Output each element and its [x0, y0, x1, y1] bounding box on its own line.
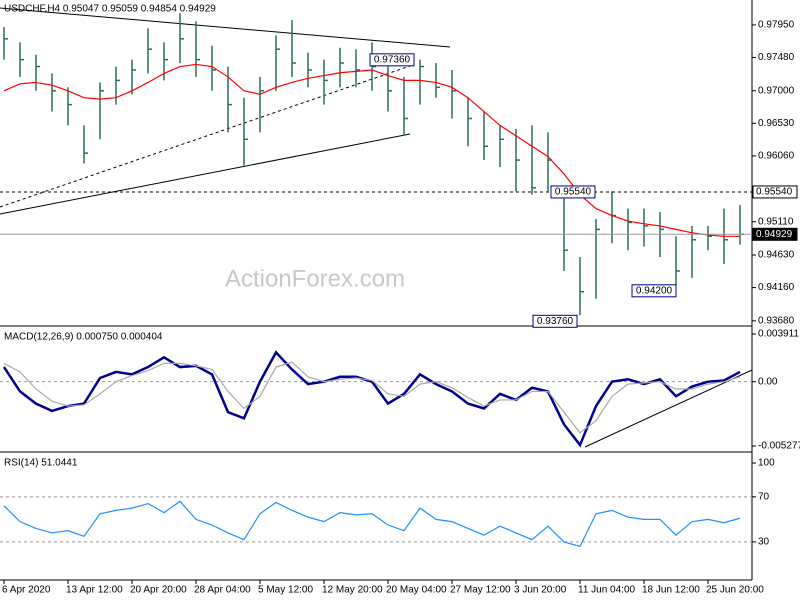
panel-title: RSI(14) 51.0441 [4, 458, 78, 469]
x-tick-label: 11 Jun 04:00 [578, 585, 636, 596]
annotation-box [550, 185, 596, 199]
annotation-label: 0.97360 [374, 54, 411, 65]
y-tick-label: 0.003911 [758, 329, 799, 340]
trendline [0, 133, 411, 215]
level-label: 0.95540 [756, 187, 793, 198]
trendline [584, 369, 753, 448]
y-tick-label: 0.96530 [758, 118, 795, 129]
series-line [3, 63, 740, 237]
x-tick-label: 5 May 12:00 [258, 585, 313, 596]
y-tick-label: 0.97950 [758, 20, 795, 31]
x-tick-label: 13 Apr 12:00 [66, 585, 123, 596]
level-label: 0.94929 [756, 229, 793, 240]
trendline [0, 65, 411, 208]
x-tick-label: 18 Jun 12:00 [642, 585, 700, 596]
x-tick-label: 28 Apr 04:00 [194, 585, 251, 596]
trendline [0, 7, 451, 48]
y-tick-label: 0.97000 [758, 85, 795, 96]
x-tick-label: 20 May 04:00 [386, 585, 447, 596]
x-tick-label: 27 May 12:00 [450, 585, 511, 596]
watermark: ActionForex.com [225, 265, 405, 292]
frames [0, 0, 753, 581]
x-tick-label: 3 Jun 20:00 [514, 585, 567, 596]
annotation-box [369, 53, 415, 67]
y-tick-label: -0.005277 [758, 441, 800, 452]
annotation-label: 0.94200 [636, 285, 673, 296]
series-line [2, 350, 741, 448]
y-tick-label: 0.93680 [758, 315, 795, 326]
annotation-box [532, 314, 578, 328]
y-tick-label: 100 [758, 458, 775, 469]
annotation-label: 0.93760 [537, 316, 574, 327]
series-line [3, 361, 741, 434]
panel-title: MACD(12,26,9) 0.000750 0.000404 [4, 332, 163, 343]
x-tick-label: 20 Apr 20:00 [130, 585, 187, 596]
x-tick-label: 12 May 20:00 [322, 585, 383, 596]
annotation-box [631, 284, 677, 298]
y-tick-label: 0.94160 [758, 282, 795, 293]
y-tick-label: 0.00 [758, 376, 778, 387]
y-tick-label: 30 [758, 537, 770, 548]
x-tick-label: 6 Apr 2020 [2, 585, 51, 596]
annotation-label: 0.95540 [555, 187, 592, 198]
trendlines [0, 7, 753, 448]
y-tick-label: 0.95110 [758, 216, 794, 227]
level-label-box [752, 227, 798, 241]
panel-title: USDCHF,H4 0.95047 0.95059 0.94854 0.9492… [4, 4, 216, 15]
level-label-box [752, 185, 798, 199]
series-line [3, 500, 741, 548]
y-tick-label: 0.94630 [758, 250, 795, 261]
y-tick-label: 0.96060 [758, 151, 795, 162]
y-tick-label: 0.97480 [758, 52, 795, 63]
x-tick-label: 25 Jun 20:00 [706, 585, 764, 596]
y-tick-label: 70 [758, 491, 770, 502]
